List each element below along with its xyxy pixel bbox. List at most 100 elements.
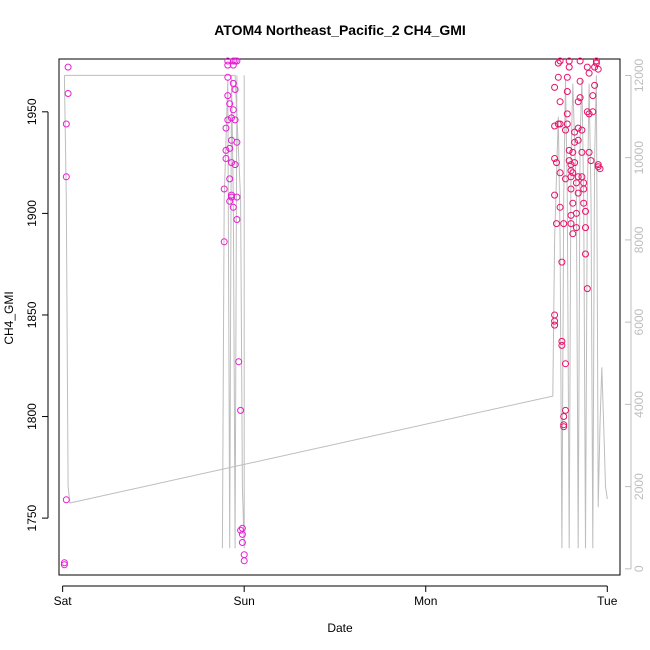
data-point <box>62 496 70 504</box>
data-point <box>582 224 589 232</box>
y2-tick-label: 4000 <box>632 391 646 418</box>
data-point <box>64 90 72 97</box>
y-tick-label: 1950 <box>25 98 39 125</box>
y2-tick-label: 8000 <box>632 226 646 253</box>
data-point <box>222 155 230 162</box>
series-line-segment <box>221 75 238 549</box>
data-point <box>576 94 584 102</box>
data-point <box>592 57 600 65</box>
data-point <box>554 73 562 81</box>
data-point <box>582 250 589 258</box>
data-point <box>556 98 564 106</box>
data-point <box>576 77 584 85</box>
data-point <box>240 557 248 565</box>
data-point <box>591 81 599 89</box>
data-point <box>574 189 582 197</box>
data-point <box>62 120 70 128</box>
y2-tick-label: 12000 <box>632 58 646 92</box>
data-point <box>228 193 235 201</box>
data-point <box>64 63 72 71</box>
data-point <box>553 159 560 167</box>
data-point <box>224 73 232 81</box>
data-point <box>224 116 232 124</box>
data-point <box>565 63 573 71</box>
data-point <box>560 423 568 431</box>
data-point <box>567 185 575 193</box>
data-point <box>60 561 68 569</box>
data-point <box>574 173 582 181</box>
data-point <box>233 216 241 223</box>
data-point <box>556 57 564 65</box>
y2-tick-label: 6000 <box>632 308 646 335</box>
data-point <box>229 61 237 69</box>
data-point <box>237 526 245 534</box>
y-axis-label: CH4_GMI <box>2 291 16 344</box>
data-point <box>224 92 232 100</box>
axis-layer: Sat Sun Mon Tue 1750 1800 1850 1900 1950 0 2000 400… <box>25 58 646 608</box>
data-point <box>551 321 559 329</box>
y-tick-label: 1850 <box>25 301 39 328</box>
data-point <box>583 63 591 71</box>
data-point <box>231 161 239 169</box>
data-point <box>565 146 573 154</box>
data-point <box>580 185 588 193</box>
data-point <box>578 126 586 134</box>
data-point <box>565 57 573 65</box>
data-point <box>231 86 239 93</box>
data-point <box>229 106 237 114</box>
data-point <box>572 224 580 232</box>
y-tick-label: 1800 <box>25 403 39 430</box>
data-point <box>233 57 241 65</box>
data-point <box>571 128 579 136</box>
data-point <box>589 108 597 116</box>
data-point <box>567 173 575 181</box>
data-point <box>560 413 568 420</box>
data-point <box>562 126 569 134</box>
data-point <box>572 209 580 217</box>
data-point <box>563 120 571 128</box>
data-point <box>60 559 68 567</box>
data-point <box>578 173 586 181</box>
data-point <box>551 311 559 319</box>
data-point <box>222 146 230 154</box>
data-point <box>571 159 579 167</box>
data-point <box>589 92 597 100</box>
data-point <box>571 138 579 146</box>
plot-frame <box>58 58 621 576</box>
data-point <box>583 285 591 293</box>
chart-title: ATOM4 Northeast_Pacific_2 CH4_GMI <box>214 22 466 38</box>
x-tick-label: Sun <box>234 594 255 608</box>
data-point <box>567 220 575 228</box>
data-point <box>591 63 599 71</box>
data-point <box>562 360 569 368</box>
plot-layer <box>60 57 608 569</box>
data-point <box>558 341 566 349</box>
data-point <box>222 124 230 132</box>
data-point <box>235 358 243 366</box>
y2-tick-label: 0 <box>632 565 646 572</box>
data-point <box>553 220 560 228</box>
series-line-segment <box>64 74 245 549</box>
data-point <box>580 199 588 207</box>
data-point <box>233 193 241 201</box>
data-point <box>563 110 571 118</box>
data-point <box>594 65 602 73</box>
data-point <box>576 57 584 65</box>
x-tick-label: Mon <box>414 594 437 608</box>
data-point <box>585 148 593 156</box>
data-point <box>554 59 562 67</box>
data-point <box>226 197 234 205</box>
data-point <box>585 110 593 118</box>
data-point <box>228 114 235 122</box>
data-point <box>563 88 571 95</box>
data-point <box>551 317 559 325</box>
data-point <box>574 136 582 144</box>
data-point <box>563 73 571 81</box>
data-point <box>596 165 604 173</box>
data-point <box>231 116 239 124</box>
data-point <box>594 163 602 171</box>
data-point <box>556 120 564 128</box>
data-point <box>226 100 234 108</box>
data-point <box>237 406 245 414</box>
